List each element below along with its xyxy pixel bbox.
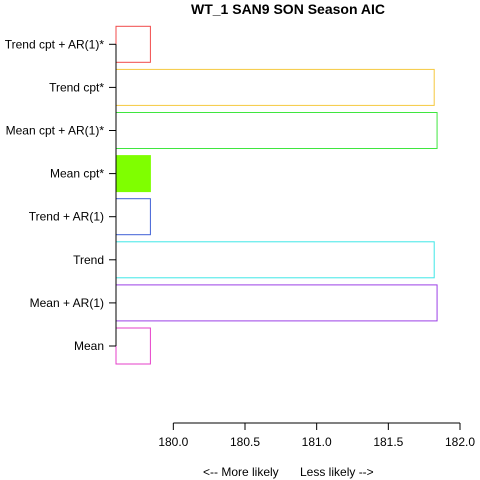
x-axis: 180.0 180.5 181.0 181.5 182.0 <box>158 422 475 449</box>
bar-trend <box>115 241 435 279</box>
category-label: Mean + AR(1) <box>30 296 104 310</box>
category-label: Mean cpt* <box>50 167 104 181</box>
bar-trend-cpt <box>115 68 435 106</box>
category-label: Trend cpt* <box>49 80 104 94</box>
category-label: Trend cpt + AR(1)* <box>5 37 105 51</box>
bars-group <box>115 25 438 365</box>
category-label: Mean <box>74 339 104 353</box>
y-axis: Mean Mean + AR(1) Trend Trend + AR(1) Mean c… <box>5 37 117 353</box>
bar-trend-ar-1 <box>115 198 151 236</box>
x-tick-label: 180.5 <box>230 435 260 449</box>
bar-mean-cpt <box>115 155 151 193</box>
x-tick-label: 182.0 <box>445 435 475 449</box>
category-label: Trend <box>73 253 104 267</box>
x-label-less-likely: Less likely --> <box>300 465 374 479</box>
bar-mean-cpt-ar-1 <box>115 112 438 149</box>
x-tick-label: 181.5 <box>373 435 403 449</box>
x-tick-label: 181.0 <box>302 435 332 449</box>
category-label: Mean cpt + AR(1)* <box>6 124 105 138</box>
bar-mean-ar-1 <box>115 284 438 322</box>
category-label: Trend + AR(1) <box>29 210 104 224</box>
chart-title: WT_1 SAN9 SON Season AIC <box>191 1 385 17</box>
x-label-more-likely: <-- More likely <box>203 465 279 479</box>
x-tick-label: 180.0 <box>158 435 188 449</box>
bar-trend-cpt-ar-1 <box>115 25 151 63</box>
bar-mean <box>115 327 151 365</box>
